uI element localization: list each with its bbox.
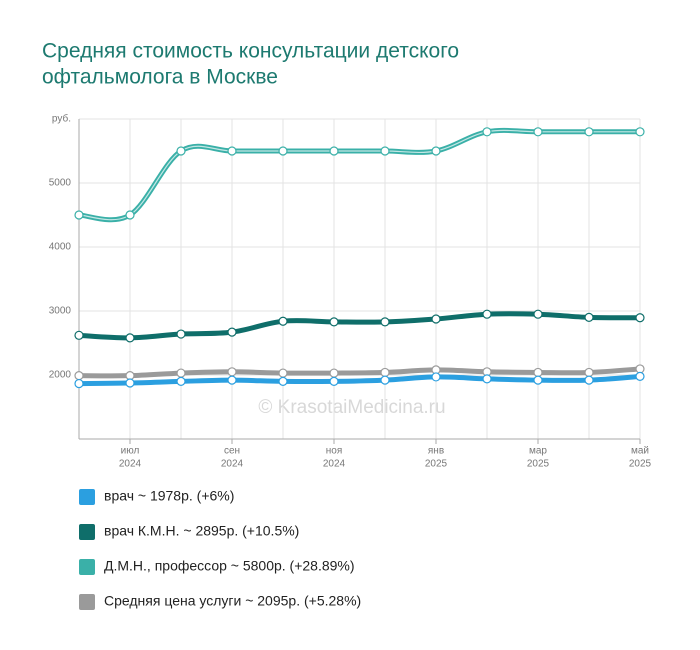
point — [125, 210, 135, 220]
x-tick-label: 2025 — [425, 459, 448, 470]
point — [74, 210, 84, 220]
y-tick-label: 2000 — [49, 370, 72, 381]
x-tick-label: 2025 — [527, 459, 550, 470]
point — [533, 127, 543, 137]
point — [431, 372, 441, 382]
point — [584, 127, 594, 137]
x-tick-label: 2025 — [629, 459, 652, 470]
point — [635, 364, 645, 374]
point — [329, 317, 339, 327]
point — [431, 146, 441, 156]
point — [176, 376, 186, 386]
legend-swatch — [79, 489, 95, 505]
point — [533, 309, 543, 319]
point — [278, 368, 288, 378]
point — [227, 327, 237, 337]
y-tick-label: 5000 — [49, 178, 72, 189]
x-tick-label: ноя — [326, 446, 343, 457]
point — [635, 313, 645, 323]
series-line — [78, 311, 641, 341]
y-tick-label: руб. — [52, 113, 71, 125]
point — [635, 371, 645, 382]
legend-label: Д.М.Н., профессор ~ 5800р. (+28.89%) — [104, 558, 355, 574]
watermark: © KrasotaiMedicina.ru — [258, 397, 445, 418]
point — [176, 368, 186, 378]
x-tick-label: сен — [224, 446, 240, 457]
point — [482, 309, 492, 319]
point — [125, 333, 135, 343]
legend-swatch — [79, 524, 95, 540]
series-line — [78, 366, 641, 379]
chart-title: офтальмолога в Москве — [42, 66, 278, 89]
point — [227, 375, 237, 385]
point — [584, 375, 594, 385]
x-tick-label: 2024 — [323, 459, 346, 470]
x-tick-label: мар — [529, 446, 547, 457]
point — [584, 367, 594, 378]
point — [125, 378, 135, 388]
point — [533, 375, 543, 385]
point — [482, 127, 492, 137]
point — [584, 312, 594, 322]
x-tick-label: 2024 — [221, 459, 244, 470]
series-line — [78, 127, 641, 223]
point — [635, 127, 645, 137]
point — [380, 317, 390, 327]
point — [380, 367, 390, 378]
legend-label: Средняя цена услуги ~ 2095р. (+5.28%) — [104, 593, 361, 609]
point — [74, 378, 84, 389]
point — [380, 146, 390, 156]
point — [278, 376, 288, 386]
legend-swatch — [79, 594, 95, 610]
point — [278, 146, 288, 156]
x-tick-label: янв — [428, 446, 444, 457]
point — [329, 368, 339, 378]
series-line — [78, 373, 641, 387]
y-tick-label: 4000 — [49, 242, 72, 253]
legend-swatch — [79, 559, 95, 575]
point — [278, 316, 288, 326]
point — [74, 330, 84, 340]
point — [533, 367, 543, 378]
point — [176, 329, 186, 339]
point — [329, 376, 339, 386]
x-tick-label: июл — [121, 446, 140, 457]
point — [329, 146, 339, 156]
point — [482, 374, 492, 384]
y-tick-label: 3000 — [49, 306, 72, 317]
point — [227, 146, 237, 156]
chart-title: Средняя стоимость консультации детского — [42, 40, 459, 63]
x-tick-label: 2024 — [119, 459, 142, 470]
x-tick-label: май — [631, 446, 649, 457]
point — [431, 314, 441, 324]
point — [176, 146, 186, 156]
point — [380, 375, 390, 385]
point — [227, 367, 237, 377]
legend-label: врач ~ 1978р. (+6%) — [104, 488, 234, 504]
legend-label: врач К.М.Н. ~ 2895р. (+10.5%) — [104, 523, 299, 539]
point — [74, 371, 84, 381]
